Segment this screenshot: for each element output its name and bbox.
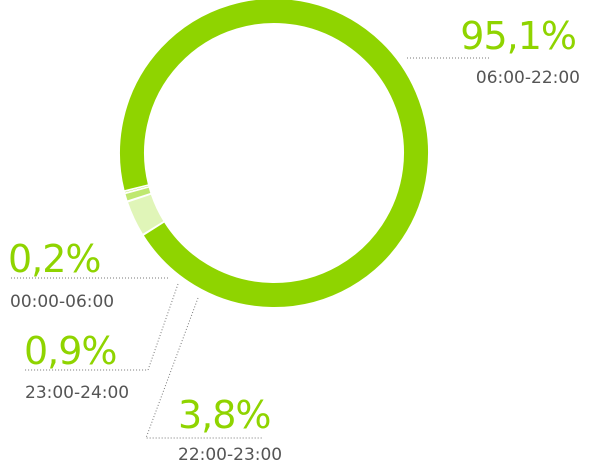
slice-percent-06-22: 95,1% — [460, 14, 576, 58]
donut-slice-22-00-23-00 — [128, 194, 164, 234]
slice-label-06-22: 06:00-22:00 — [476, 68, 580, 88]
slice-label-23-24: 23:00-24:00 — [25, 383, 129, 403]
donut-slice-06-00-22-00 — [120, 0, 428, 307]
slice-percent-23-24: 0,9% — [24, 329, 117, 373]
donut-ring — [120, 0, 428, 307]
slice-label-00-06: 00:00-06:00 — [10, 292, 114, 312]
slice-percent-00-06: 0,2% — [8, 237, 101, 281]
slice-label-22-23: 22:00-23:00 — [178, 445, 282, 462]
slice-percent-22-23: 3,8% — [178, 393, 271, 437]
leader-line-23-24 — [25, 283, 179, 371]
leader-lines — [10, 57, 490, 439]
donut-slice-23-00-24-00 — [125, 187, 151, 201]
